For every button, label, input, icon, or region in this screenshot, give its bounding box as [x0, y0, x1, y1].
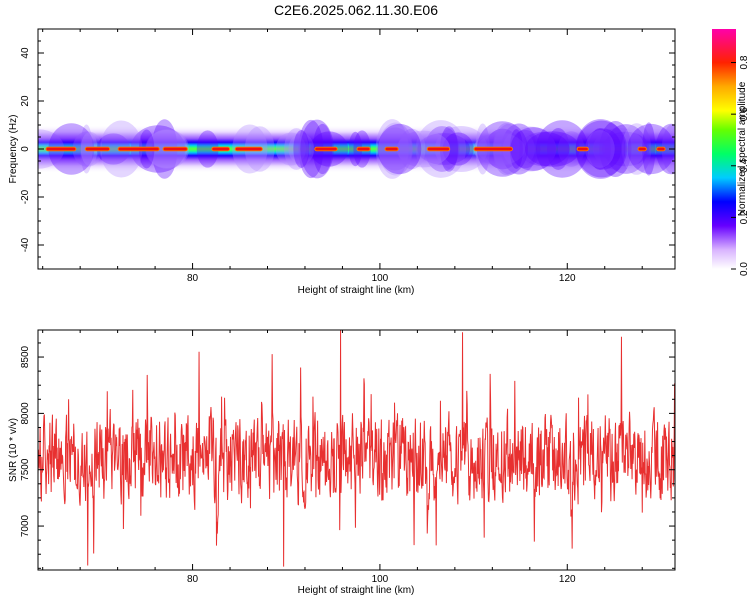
spectral-halo [557, 131, 585, 167]
spectral-halo [642, 122, 656, 176]
spectrogram-y-tick-label: -40 [20, 237, 31, 252]
colorbar-gradient [712, 29, 736, 269]
colorbar-tick-label: 0.4 [739, 158, 750, 172]
spectral-core [315, 147, 337, 151]
colorbar-label: Normalized spectral amplitude [737, 81, 748, 216]
snr-x-ticks: 80 100 120 [42, 330, 643, 585]
colorbar-tick-label: 0.2 [739, 210, 750, 224]
spectral-halo [510, 127, 557, 171]
spectral-core [385, 147, 398, 151]
spectral-core [657, 147, 665, 151]
spectrogram-x-label: Height of straight line (km) [298, 285, 415, 296]
snr-y-tick-label: 7000 [20, 514, 31, 537]
spectrogram-y-tick-label: 0 [20, 146, 31, 152]
spectral-halo [288, 133, 315, 165]
spectral-halo [588, 128, 612, 170]
spectral-halo [196, 130, 219, 168]
spectral-halo [509, 129, 523, 169]
spectrogram-y-label: Frequency (Hz) [8, 115, 19, 184]
colorbar-ticks: 0.0 0.2 0.4 0.6 0.8 [731, 55, 750, 276]
snr-y-tick-label: 8000 [20, 402, 31, 425]
snr-y-ticks: 7000 7500 8000 8500 [20, 342, 675, 569]
colorbar: 0.0 0.2 0.4 0.6 0.8 Normalized spectral ampl… [712, 29, 750, 276]
spectrogram-plot-area [38, 119, 675, 179]
spectrogram-x-tick-label: 80 [187, 273, 199, 284]
spectrogram-x-tick-label: 120 [559, 273, 576, 284]
spectral-halo [501, 123, 537, 175]
spectral-halo [96, 133, 131, 165]
spectral-halo [536, 120, 589, 178]
spectral-halo [575, 119, 626, 179]
snr-y-label: SNR (10 * v/v) [8, 418, 19, 482]
spectral-halo [621, 123, 652, 175]
snr-frame [37, 329, 676, 571]
spectrogram-y-tick-label: 20 [20, 95, 31, 107]
spectral-halo [275, 132, 306, 166]
spectral-halo [575, 120, 628, 178]
spectral-core [577, 147, 588, 151]
spectral-halo [284, 128, 309, 170]
spectral-halo [518, 131, 570, 167]
spectral-halo [510, 133, 535, 165]
spectral-halo [525, 131, 580, 167]
snr-x-tick-label: 120 [559, 574, 576, 585]
snr-panel: 80 100 120 7000 7500 8000 8500 Height of stra… [8, 329, 676, 596]
spectral-core [46, 147, 76, 151]
spectrogram-y-tick-label: -20 [20, 189, 31, 204]
spectral-core [212, 147, 230, 151]
snr-x-tick-label: 80 [187, 574, 199, 585]
spectral-halo [293, 130, 310, 168]
spectral-halo [398, 128, 426, 170]
figure-title: C2E6.2025.062.11.30.E06 [274, 2, 438, 18]
spectrogram-y-ticks: -40 -20 0 20 40 [20, 28, 675, 270]
spectral-core [638, 147, 646, 151]
spectral-core [357, 147, 370, 151]
spectral-halo [442, 132, 474, 166]
spectral-halo [396, 130, 451, 168]
spectral-core [163, 147, 187, 151]
spectral-core [474, 147, 512, 151]
spectral-core [85, 147, 110, 151]
spectral-halo [604, 124, 648, 174]
spectrogram-x-ticks: 80 100 120 [42, 29, 643, 284]
spectral-halo [377, 123, 422, 175]
spectral-core [427, 147, 450, 151]
snr-y-tick-label: 8500 [20, 345, 31, 368]
colorbar-tick-label: 0.8 [739, 55, 750, 69]
colorbar-tick-label: 0.6 [739, 107, 750, 121]
snr-line [38, 330, 675, 567]
snr-x-tick-label: 100 [372, 574, 389, 585]
spectral-halo [510, 129, 541, 169]
spectral-core [118, 147, 159, 151]
spectral-halo [661, 124, 675, 174]
spectral-halo [434, 125, 488, 173]
spectral-halo [546, 128, 570, 170]
spectral-halo [584, 128, 622, 170]
snr-x-label: Height of straight line (km) [298, 585, 415, 596]
colorbar-tick-label: 0.0 [739, 262, 750, 276]
spectral-halo [627, 123, 675, 175]
spectrogram-panel: 80 100 120 -40 -20 0 20 40 Height of straight … [8, 28, 676, 296]
spectrogram-x-tick-label: 100 [372, 273, 389, 284]
spectral-halo [348, 131, 363, 167]
spectral-halo [601, 131, 650, 167]
spectral-halo [502, 126, 557, 172]
spectral-halo [298, 119, 324, 179]
spectrogram-y-tick-label: 40 [20, 47, 31, 59]
spectral-core [235, 147, 262, 151]
spectral-halo [599, 120, 632, 178]
spectral-halo [585, 130, 615, 168]
snr-plot-area [38, 330, 675, 567]
spectral-halo [609, 128, 625, 170]
snr-y-tick-label: 7500 [20, 458, 31, 481]
spectral-halo [592, 128, 645, 170]
